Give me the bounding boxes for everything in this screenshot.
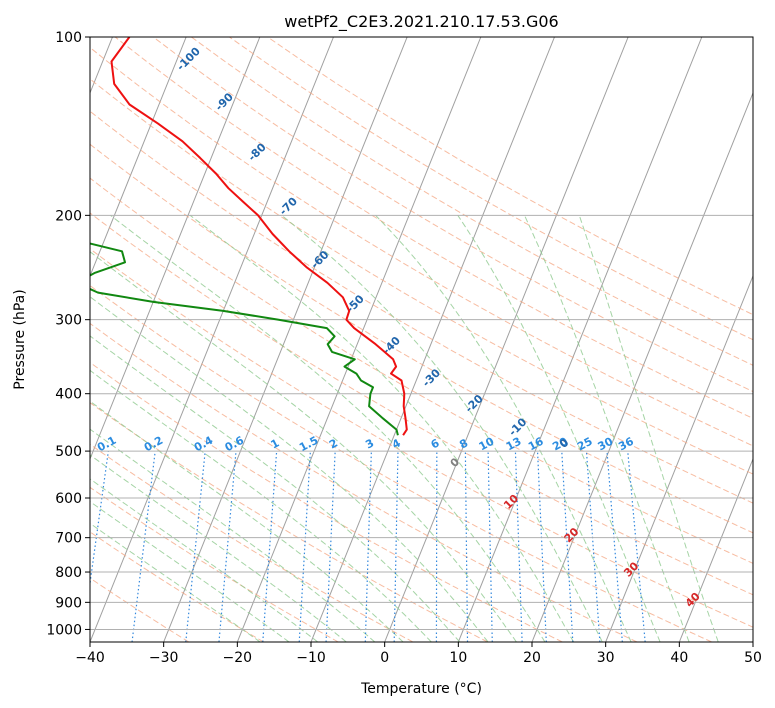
isotherm-line bbox=[90, 37, 261, 461]
dry-adiabat-line bbox=[267, 37, 753, 316]
y-tick-label: 600 bbox=[55, 491, 82, 507]
isotherm-line bbox=[605, 274, 753, 642]
y-tick-label: 300 bbox=[55, 313, 82, 329]
dry-adiabat-line bbox=[90, 212, 753, 596]
x-tick-label: 40 bbox=[670, 650, 688, 666]
moist-adiabat-line bbox=[90, 335, 461, 642]
mixing-ratio-label: 25 bbox=[575, 435, 595, 454]
moist-adiabat-line bbox=[457, 215, 661, 642]
dewpoint-line bbox=[90, 242, 399, 436]
temperature-line bbox=[110, 37, 408, 436]
moist-adiabat-line bbox=[578, 215, 719, 642]
mixing-ratio-line bbox=[131, 451, 156, 642]
dry-adiabat-line bbox=[90, 78, 753, 475]
mixing-ratio-label: 20 bbox=[550, 435, 570, 454]
y-tick-label: 1000 bbox=[46, 622, 82, 638]
y-tick-label: 800 bbox=[55, 565, 82, 581]
moist-adiabat-line bbox=[375, 214, 632, 642]
chart-title: wetPf2_C2E3.2021.210.17.53.G06 bbox=[284, 12, 558, 32]
mixing-ratio-line bbox=[90, 451, 109, 588]
mixing-ratio-label: 16 bbox=[526, 435, 546, 454]
y-tick-label: 200 bbox=[55, 208, 82, 224]
x-tick-label: 10 bbox=[449, 650, 467, 666]
isotherm-line bbox=[236, 37, 482, 642]
y-tick-label: 400 bbox=[55, 387, 82, 403]
isotherm-line bbox=[90, 37, 334, 642]
moist-adiabat-line bbox=[90, 400, 404, 642]
x-tick-label: 30 bbox=[597, 650, 615, 666]
moist-adiabat-line bbox=[189, 214, 575, 642]
moist-adiabat-line bbox=[90, 478, 319, 642]
mixing-ratio-label: 13 bbox=[504, 435, 524, 454]
plot-frame bbox=[89, 36, 754, 643]
moist-adiabat-line bbox=[110, 214, 546, 642]
x-tick-label: 0 bbox=[380, 650, 389, 666]
dry-adiabat-line bbox=[90, 486, 339, 642]
y-axis-label: Pressure (hPa) bbox=[12, 289, 28, 389]
dry-adiabat-line bbox=[90, 110, 753, 504]
mixing-ratio-label: 36 bbox=[616, 435, 636, 454]
y-axis: 100 200 300 400 500 600 700 800 900 1000 bbox=[46, 30, 90, 638]
moist-adiabat-line bbox=[90, 251, 517, 642]
moist-adiabat-line bbox=[281, 214, 603, 642]
y-tick-label: 900 bbox=[55, 595, 82, 611]
dry-adiabat-line bbox=[90, 402, 488, 642]
dry-adiabat-line bbox=[90, 284, 712, 642]
isotherm-line bbox=[90, 37, 187, 278]
dry-adiabat-line bbox=[90, 322, 638, 642]
moist-adiabat-line bbox=[90, 428, 376, 642]
isotherm-line bbox=[384, 37, 629, 642]
x-tick-label: 50 bbox=[744, 650, 762, 666]
x-axis: −40 −30 −20 −10 0 10 20 30 40 50 bbox=[75, 642, 762, 666]
isotherm-line bbox=[310, 37, 555, 642]
x-tick-label: −30 bbox=[149, 650, 179, 666]
x-tick-label: 20 bbox=[523, 650, 541, 666]
y-tick-label: 100 bbox=[55, 30, 82, 46]
dry-adiabat-line bbox=[90, 248, 753, 628]
moist-adiabat-line bbox=[90, 296, 489, 642]
x-tick-label: −20 bbox=[223, 650, 253, 666]
dry-adiabat-line bbox=[90, 361, 563, 642]
mixing-ratio-label: 10 bbox=[477, 435, 497, 454]
x-tick-label: −40 bbox=[75, 650, 105, 666]
moist-adiabat-line bbox=[90, 369, 432, 642]
x-tick-label: −10 bbox=[296, 650, 326, 666]
sounding-profiles bbox=[90, 37, 408, 436]
dry-adiabat-line bbox=[90, 143, 753, 534]
isotherm-line bbox=[678, 457, 753, 642]
dry-adiabat-line bbox=[114, 37, 753, 419]
isotherm-line bbox=[163, 37, 408, 642]
y-tick-label: 500 bbox=[55, 444, 82, 460]
moist-adiabat-line bbox=[90, 522, 261, 642]
dry-adiabat-line bbox=[191, 37, 753, 366]
moist-adiabat-line bbox=[524, 215, 690, 642]
x-axis-label: Temperature (°C) bbox=[360, 681, 482, 697]
isotherm-line bbox=[457, 37, 703, 642]
mixing-ratio-label: 30 bbox=[596, 435, 616, 454]
background-lines bbox=[90, 37, 753, 642]
y-tick-label: 700 bbox=[55, 531, 82, 547]
isotherm-line bbox=[531, 91, 753, 642]
moist-adiabat-line bbox=[90, 500, 290, 642]
dry-adiabat-line bbox=[90, 531, 264, 642]
